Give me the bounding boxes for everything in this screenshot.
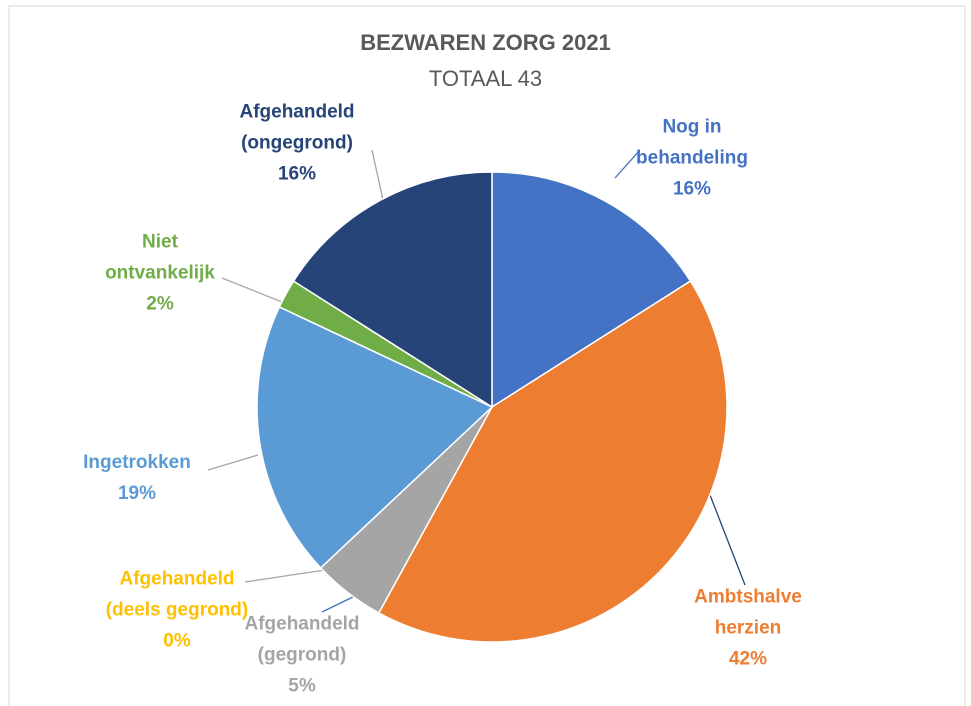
leader-line	[221, 277, 283, 303]
slice-percent: 42%	[728, 648, 768, 670]
slice-name: Ingetrokken	[83, 452, 191, 473]
slice-percent: 0%	[163, 630, 191, 652]
slice-percent: 5%	[288, 675, 316, 697]
leader-line	[207, 454, 259, 471]
chart-title: BEZWAREN ZORG 2021	[360, 30, 611, 55]
chart-frame	[8, 5, 966, 706]
pie-slice	[256, 305, 494, 569]
slice-name: Afgehandeld (deels gegrond)	[105, 568, 249, 621]
pie-slice	[491, 171, 692, 409]
leader-line	[371, 149, 384, 201]
slices	[256, 171, 728, 643]
slice-label: Ambtshalve herzien 42%	[678, 582, 818, 675]
slice-label: Ingetrokken 19%	[67, 447, 207, 509]
slice-percent: 16%	[277, 163, 317, 185]
slice-name: Afgehandeld (ongegrond)	[239, 101, 355, 154]
leader-line	[244, 569, 326, 583]
leader-line	[321, 594, 358, 613]
slice-label: Afgehandeld (ongegrond) 16%	[222, 97, 372, 190]
pie-slice	[292, 171, 493, 409]
slice-label: Nog in behandeling 16%	[622, 112, 762, 205]
leader-line	[614, 149, 641, 179]
pie-slice	[377, 280, 728, 643]
slice-percent: 19%	[117, 483, 157, 504]
chart-subtitle: TOTAAL 43	[428, 66, 543, 91]
slice-name: Ambtshalve herzien	[694, 586, 802, 639]
slice-label: Afgehandeld (gegrond) 5%	[237, 609, 367, 702]
slice-percent: 2%	[146, 293, 174, 315]
slice-percent: 16%	[672, 178, 712, 200]
slice-name: Afgehandeld (gegrond)	[244, 613, 360, 666]
slice-label: Niet ontvankelijk 2%	[95, 227, 225, 320]
leader-lines	[207, 149, 746, 613]
slice-name: Nog in behandeling	[636, 116, 748, 169]
leader-line	[709, 494, 746, 586]
slice-name: Niet ontvankelijk	[105, 231, 215, 284]
slice-label: Afgehandeld (deels gegrond) 0%	[90, 564, 265, 657]
